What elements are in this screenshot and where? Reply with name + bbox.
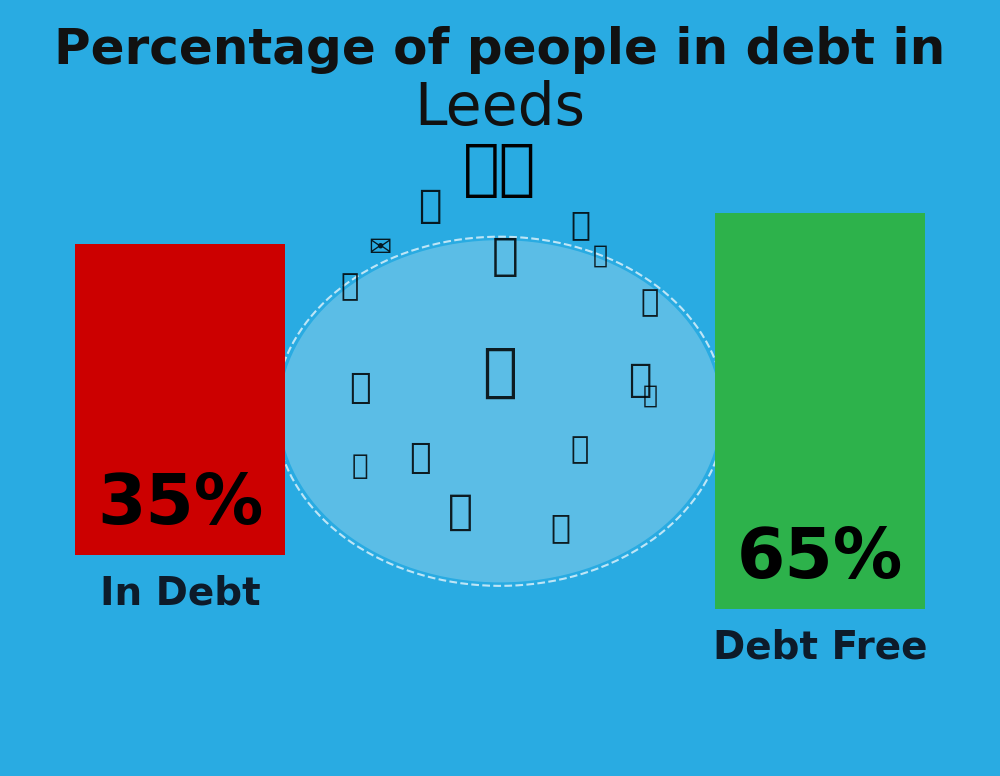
Circle shape [280, 240, 720, 582]
Text: 🎓: 🎓 [628, 362, 652, 399]
Text: 🔒: 🔒 [642, 384, 658, 407]
Text: 💵: 💵 [570, 209, 590, 241]
Text: 🏦: 🏦 [482, 344, 518, 401]
Text: 🏅: 🏅 [592, 244, 608, 268]
Text: In Debt: In Debt [100, 575, 260, 612]
Text: 🚗: 🚗 [447, 491, 472, 533]
Text: 💰: 💰 [550, 511, 570, 544]
Text: 🇬🇧: 🇬🇧 [463, 141, 537, 200]
Text: 35%: 35% [97, 471, 263, 538]
Text: 💼: 💼 [409, 441, 431, 475]
Text: Leeds: Leeds [415, 80, 586, 137]
Text: 📱: 📱 [641, 288, 659, 317]
Text: 💵: 💵 [349, 371, 371, 405]
Text: ✉: ✉ [368, 234, 392, 262]
Text: 65%: 65% [737, 525, 903, 592]
Text: 📦: 📦 [341, 272, 359, 302]
Text: 📋: 📋 [571, 435, 589, 465]
Text: Debt Free: Debt Free [713, 629, 927, 667]
Text: 🔑: 🔑 [352, 452, 368, 480]
Text: 🏠: 🏠 [418, 187, 442, 224]
Bar [715, 213, 925, 609]
Text: 🏦: 🏦 [492, 234, 518, 278]
Bar [75, 244, 285, 555]
Text: Percentage of people in debt in: Percentage of people in debt in [54, 26, 946, 74]
